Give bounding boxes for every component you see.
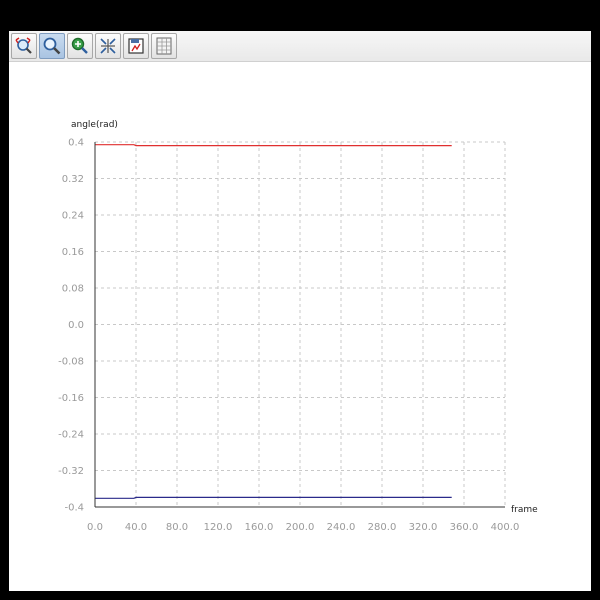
move-icon (71, 37, 88, 54)
y-tick-label: -0.32 (58, 466, 84, 477)
x-tick-label: 360.0 (450, 522, 479, 533)
data-table-button[interactable] (151, 33, 177, 59)
x-tick-label: 320.0 (409, 522, 438, 533)
x-tick-label: 160.0 (245, 522, 274, 533)
y-tick-label: -0.16 (58, 393, 84, 404)
table-icon (156, 37, 172, 55)
tick-labels: 0.0 40.0 80.0 120.0 160.0 200.0 240.0 280.0 320.… (58, 138, 519, 534)
x-tick-label: 400.0 (491, 522, 520, 533)
x-axis-title: frame (511, 505, 538, 515)
x-tick-label: 40.0 (125, 522, 147, 533)
toolbar (9, 31, 591, 62)
y-tick-label: -0.08 (58, 357, 84, 368)
zoom-button[interactable] (39, 33, 65, 59)
magnifier-icon (43, 37, 61, 55)
x-tick-label: 240.0 (327, 522, 356, 533)
y-tick-label: 0.08 (62, 284, 84, 295)
save-button[interactable] (123, 33, 149, 59)
y-tick-label: -0.24 (58, 430, 84, 441)
fit-button[interactable] (95, 33, 121, 59)
y-tick-label: 0.4 (68, 138, 84, 149)
x-tick-label: 200.0 (286, 522, 315, 533)
axes (94, 142, 505, 508)
series-line-1 (95, 144, 452, 147)
scale-icon (100, 38, 116, 54)
y-tick-label: 0.32 (62, 174, 84, 185)
x-tick-label: 120.0 (204, 522, 233, 533)
y-tick-label: 0.24 (62, 211, 84, 222)
y-axis-title: angle(rad) (71, 120, 118, 130)
y-tick-label: 0.16 (62, 247, 84, 258)
y-tick-label: 0.0 (68, 320, 84, 331)
zoom-fit-icon (15, 37, 32, 54)
x-tick-label: 280.0 (368, 522, 397, 533)
x-tick-label: 80.0 (166, 522, 188, 533)
save-chart-icon (128, 38, 144, 54)
series-lines (95, 144, 452, 499)
zoom-reset-button[interactable] (11, 33, 37, 59)
grid (95, 141, 506, 507)
y-tick-label: -0.4 (64, 503, 84, 514)
x-tick-label: 0.0 (87, 522, 103, 533)
pan-button[interactable] (67, 33, 93, 59)
series-line-2 (95, 496, 452, 499)
